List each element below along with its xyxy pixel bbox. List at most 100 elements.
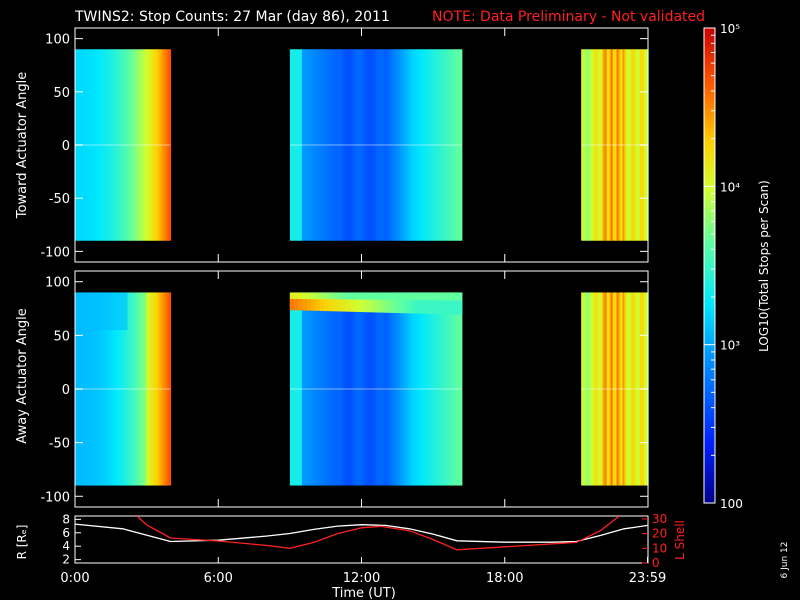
heat-cell bbox=[92, 292, 96, 486]
heat-cell bbox=[162, 49, 166, 241]
heat-cell bbox=[128, 49, 132, 241]
heat-cell bbox=[104, 49, 108, 241]
y-tick-label: 100 bbox=[45, 33, 70, 48]
heat-cell bbox=[411, 292, 415, 486]
heat-cell bbox=[307, 299, 312, 311]
heat-cell bbox=[102, 292, 106, 486]
heat-cell bbox=[387, 49, 391, 241]
heat-cell bbox=[136, 49, 140, 241]
heat-cell bbox=[355, 292, 359, 486]
heat-cell bbox=[393, 49, 397, 241]
colorbar-tick-label: 100 bbox=[720, 497, 743, 511]
heat-cell bbox=[447, 292, 451, 486]
heat-cell bbox=[140, 49, 144, 241]
heat-cell bbox=[385, 49, 389, 241]
heat-cell bbox=[327, 49, 331, 241]
heat-cell bbox=[630, 49, 633, 241]
heat-cell bbox=[302, 299, 308, 311]
away-angle-panel: 100 50 0 -50 -100 bbox=[40, 270, 649, 508]
colorbar-tick-label: 10⁴ bbox=[720, 180, 740, 194]
heat-cell bbox=[596, 49, 600, 241]
heat-cell bbox=[297, 292, 301, 486]
heat-cell bbox=[587, 292, 590, 486]
heat-cell bbox=[414, 300, 420, 314]
heat-cell bbox=[407, 292, 411, 486]
heat-cell bbox=[102, 49, 106, 241]
heat-cell bbox=[421, 292, 425, 486]
heat-cell bbox=[116, 292, 120, 486]
heat-cell bbox=[397, 292, 401, 486]
colorbar-gradient bbox=[703, 27, 716, 504]
heat-cell bbox=[309, 292, 313, 486]
heat-cell bbox=[112, 292, 116, 486]
heat-cell bbox=[353, 292, 357, 486]
heat-cell bbox=[451, 49, 455, 241]
heat-cell bbox=[367, 299, 373, 313]
heat-cell bbox=[86, 49, 90, 241]
heat-cell bbox=[349, 49, 353, 241]
y-tick-label: -50 bbox=[49, 192, 70, 207]
heat-cell bbox=[353, 49, 357, 241]
heat-cell bbox=[359, 49, 363, 241]
colorbar: 10⁵ 10⁴ 10³ 100 bbox=[703, 22, 743, 511]
heat-cell bbox=[343, 292, 347, 486]
heat-cell bbox=[333, 292, 337, 486]
heat-cell bbox=[634, 49, 637, 241]
heat-cell bbox=[156, 292, 160, 486]
heat-cell bbox=[393, 292, 397, 486]
heat-cell bbox=[347, 49, 351, 241]
heat-cell bbox=[417, 292, 421, 486]
heat-cell bbox=[112, 49, 116, 241]
heat-cell bbox=[369, 49, 373, 241]
toward-ylabel: Toward Actuator Angle bbox=[15, 72, 30, 219]
preliminary-note: NOTE: Data Preliminary - Not validated bbox=[432, 9, 705, 25]
heat-cell bbox=[411, 49, 415, 241]
heat-cell bbox=[351, 292, 355, 486]
heat-cell bbox=[449, 292, 453, 486]
heat-cell bbox=[581, 292, 584, 486]
heat-cell bbox=[84, 49, 88, 241]
heat-cell bbox=[444, 300, 450, 315]
heat-cell bbox=[373, 292, 377, 486]
heat-cell bbox=[636, 49, 639, 241]
heat-cell bbox=[636, 292, 639, 486]
y-tick-label: 50 bbox=[53, 329, 70, 344]
heat-cell bbox=[387, 292, 391, 486]
heat-cell bbox=[433, 292, 437, 486]
colorbar-tick-label: 10⁵ bbox=[720, 22, 740, 36]
r-tick-label: 2 bbox=[62, 553, 70, 567]
heat-cell bbox=[459, 49, 463, 241]
heat-cell bbox=[154, 292, 158, 486]
heat-cell bbox=[315, 49, 319, 241]
heat-cell bbox=[305, 292, 309, 486]
heat-cell bbox=[321, 292, 325, 486]
heat-cell bbox=[421, 49, 425, 241]
heat-cell bbox=[401, 292, 405, 486]
heat-cell bbox=[383, 292, 387, 486]
heat-cell bbox=[359, 292, 363, 486]
heat-cell bbox=[150, 292, 154, 486]
heat-cell bbox=[379, 292, 383, 486]
heat-cell bbox=[367, 49, 371, 241]
heat-cell bbox=[136, 292, 140, 486]
heat-cell bbox=[413, 292, 417, 486]
heat-cell bbox=[358, 299, 364, 313]
data-block bbox=[289, 49, 463, 241]
heat-cell bbox=[618, 292, 622, 486]
heat-cell bbox=[160, 292, 164, 486]
heat-cell bbox=[148, 292, 152, 486]
heat-cell bbox=[307, 49, 311, 241]
heat-cell bbox=[150, 49, 154, 241]
heat-cell bbox=[345, 49, 349, 241]
heat-cell bbox=[606, 49, 610, 241]
r-ylabel: R [Rₑ] bbox=[15, 525, 29, 560]
heat-cell bbox=[389, 292, 393, 486]
heat-cell bbox=[98, 292, 102, 486]
heat-cell bbox=[160, 49, 164, 241]
heat-cell bbox=[114, 292, 118, 486]
y-tick-label: 100 bbox=[45, 276, 70, 291]
heat-cell bbox=[423, 292, 427, 486]
heat-cell bbox=[443, 49, 447, 241]
heat-cell bbox=[341, 292, 345, 486]
